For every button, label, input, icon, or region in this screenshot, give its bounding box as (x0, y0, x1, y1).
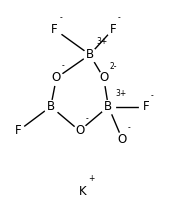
Text: F: F (110, 23, 116, 36)
Text: O: O (75, 124, 84, 137)
Text: -: - (59, 13, 62, 23)
Text: -: - (62, 62, 65, 71)
Text: O: O (99, 71, 108, 84)
Text: 2-: 2- (109, 62, 117, 71)
Text: B: B (47, 100, 55, 113)
Text: O: O (118, 133, 127, 146)
Text: -: - (118, 13, 120, 23)
Text: O: O (52, 71, 61, 84)
Text: F: F (143, 100, 150, 113)
Text: -: - (151, 91, 154, 100)
Text: F: F (51, 23, 58, 36)
Text: -: - (128, 123, 131, 132)
Text: B: B (104, 100, 112, 113)
Text: F: F (15, 124, 22, 137)
Text: B: B (86, 48, 94, 61)
Text: K: K (79, 185, 86, 198)
Text: -: - (85, 114, 88, 123)
Text: 3+: 3+ (115, 89, 127, 98)
Text: 3+: 3+ (97, 37, 108, 46)
Text: +: + (88, 174, 94, 183)
